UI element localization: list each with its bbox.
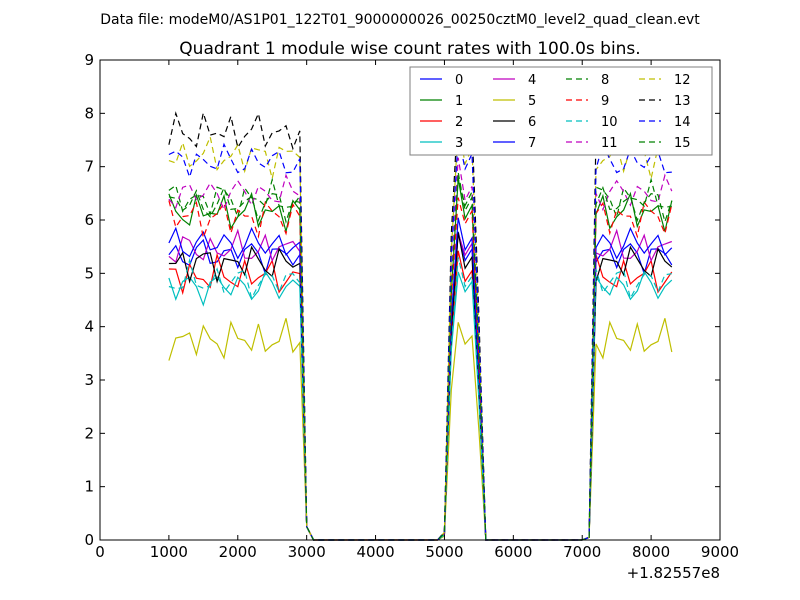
y-tick-label: 3 <box>84 371 94 389</box>
x-tick-label: 8000 <box>632 543 670 561</box>
legend-label-0: 0 <box>455 73 463 88</box>
legend-frame <box>409 66 713 156</box>
legend-label-15: 15 <box>674 136 691 151</box>
legend-label-7: 7 <box>528 136 536 151</box>
x-tick-label: 1000 <box>150 543 188 561</box>
x-tick-label: 6000 <box>494 543 532 561</box>
x-tick-label: 7000 <box>563 543 601 561</box>
y-tick-label: 5 <box>84 264 94 282</box>
chart-title: Quadrant 1 module wise count rates with … <box>179 39 640 59</box>
legend-label-5: 5 <box>528 94 536 109</box>
legend-label-10: 10 <box>601 115 618 130</box>
x-offset-label: +1.82557e8 <box>627 564 720 582</box>
legend-label-1: 1 <box>455 94 463 109</box>
y-tick-label: 6 <box>84 211 94 229</box>
legend-label-6: 6 <box>528 115 536 130</box>
legend-label-2: 2 <box>455 115 463 130</box>
legend-label-9: 9 <box>601 94 609 109</box>
x-tick-label: 5000 <box>425 543 463 561</box>
x-tick-label: 4000 <box>356 543 394 561</box>
x-tick-label: 3000 <box>288 543 326 561</box>
legend-label-11: 11 <box>601 136 618 151</box>
y-tick-label: 8 <box>84 104 94 122</box>
y-tick-label: 2 <box>84 424 94 442</box>
legend-label-13: 13 <box>674 94 691 109</box>
legend-label-4: 4 <box>528 73 536 88</box>
x-tick-label: 2000 <box>219 543 257 561</box>
x-tick-label: 0 <box>95 543 105 561</box>
y-tick-label: 1 <box>84 478 94 496</box>
y-tick-label: 9 <box>84 51 94 69</box>
legend-label-3: 3 <box>455 136 463 151</box>
legend-label-14: 14 <box>674 115 691 130</box>
chart-suptitle: Data file: modeM0/AS1P01_122T01_90000000… <box>100 12 700 28</box>
legend-label-8: 8 <box>601 73 609 88</box>
x-axis: 0 1000 2000 3000 4000 5000 6000 7000 8000 9000 <box>95 60 739 561</box>
legend-label-12: 12 <box>674 73 691 88</box>
plot-frame <box>99 59 721 541</box>
y-tick-label: 0 <box>84 531 94 549</box>
y-tick-label: 7 <box>84 158 94 176</box>
x-tick-label: 9000 <box>701 543 739 561</box>
y-tick-label: 4 <box>84 318 94 336</box>
